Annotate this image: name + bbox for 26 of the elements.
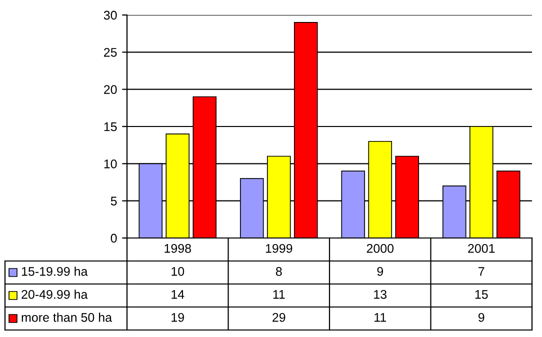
data-label: 11 bbox=[273, 290, 285, 299]
x-tick-label: 2000 bbox=[366, 244, 394, 253]
data-label: 10 bbox=[172, 267, 184, 276]
data-label: 14 bbox=[172, 290, 184, 299]
y-tick-label: 0 bbox=[110, 234, 117, 243]
data-label: 29 bbox=[272, 313, 286, 322]
data-label: 11 bbox=[374, 313, 386, 322]
x-tick-label: 1998 bbox=[164, 244, 191, 253]
x-tick-label: 2001 bbox=[468, 244, 495, 253]
x-tick-label: 1999 bbox=[266, 244, 292, 253]
data-label: 9 bbox=[377, 267, 384, 276]
data-label: 9 bbox=[478, 313, 484, 322]
data-label: 15 bbox=[475, 290, 488, 299]
data-label: 7 bbox=[478, 267, 484, 276]
y-tick-label: 5 bbox=[110, 196, 117, 206]
data-label: 13 bbox=[374, 290, 387, 299]
legend-label: more than 50 ha bbox=[22, 312, 112, 322]
legend-label: 20-49.99 ha bbox=[22, 290, 88, 299]
y-tick-label: 15 bbox=[104, 122, 117, 132]
data-label: 8 bbox=[276, 267, 282, 276]
y-tick-label: 25 bbox=[104, 48, 117, 57]
legend-label: 15-19.99 ha bbox=[22, 266, 88, 276]
y-tick-label: 20 bbox=[104, 85, 117, 94]
y-tick-label: 30 bbox=[104, 10, 117, 20]
data-label: 19 bbox=[172, 313, 184, 322]
y-tick-label: 10 bbox=[104, 159, 117, 168]
